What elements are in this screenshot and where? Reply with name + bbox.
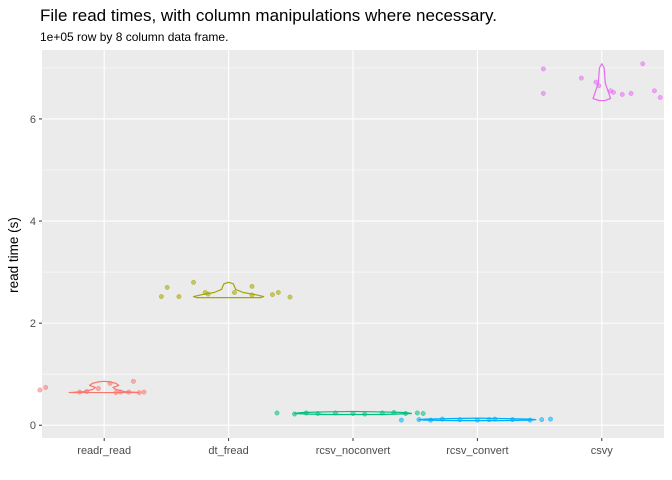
x-tick-label: csvy bbox=[591, 445, 614, 457]
data-point bbox=[141, 389, 147, 395]
data-point bbox=[95, 386, 101, 391]
data-point bbox=[619, 91, 625, 97]
data-point bbox=[540, 66, 546, 72]
data-point bbox=[628, 90, 634, 96]
data-point bbox=[176, 294, 182, 300]
data-point bbox=[640, 61, 646, 67]
data-point bbox=[164, 284, 170, 290]
y-tick-label: 6 bbox=[30, 114, 36, 126]
data-point bbox=[249, 283, 255, 289]
data-point bbox=[398, 417, 404, 423]
data-point bbox=[270, 292, 275, 297]
data-point bbox=[191, 279, 196, 285]
violin-outline bbox=[592, 63, 612, 102]
y-axis-title: read time (s) bbox=[6, 217, 21, 293]
data-point bbox=[275, 290, 281, 295]
data-point bbox=[43, 385, 49, 390]
data-point bbox=[540, 90, 546, 96]
violin-outline bbox=[293, 410, 413, 416]
violin-outline bbox=[418, 417, 537, 422]
data-point bbox=[510, 417, 515, 423]
data-point bbox=[231, 290, 237, 295]
grid bbox=[42, 50, 664, 438]
chart-subtitle: 1e+05 row by 8 column data frame. bbox=[40, 30, 228, 44]
x-tick-label: dt_fread bbox=[208, 445, 248, 457]
violin-outline bbox=[192, 281, 265, 299]
data-point bbox=[657, 95, 663, 100]
data-point bbox=[274, 410, 280, 416]
data-point bbox=[539, 417, 545, 423]
violin-outline bbox=[68, 380, 140, 394]
y-tick-label: 0 bbox=[30, 420, 36, 432]
y-tick-label: 2 bbox=[30, 318, 36, 330]
x-tick-label: rcsv_convert bbox=[446, 445, 508, 457]
data-point bbox=[37, 387, 43, 393]
data-point bbox=[420, 411, 426, 416]
x-tick-label: readr_read bbox=[77, 445, 131, 457]
data-point bbox=[578, 75, 584, 81]
x-tick-label: rcsv_noconvert bbox=[316, 445, 391, 457]
data-point bbox=[548, 416, 553, 422]
y-tick-label: 4 bbox=[30, 216, 36, 228]
chart-title: File read times, with column manipulatio… bbox=[40, 6, 497, 25]
data-point bbox=[158, 294, 164, 300]
data-point bbox=[414, 410, 420, 416]
data-point bbox=[130, 378, 136, 384]
axes: 0 2 4 6 readr_read dt_fread rcsv_noconvert rcsv… bbox=[30, 114, 613, 457]
marks bbox=[37, 61, 663, 423]
data-point bbox=[287, 294, 293, 300]
data-point bbox=[651, 88, 657, 94]
